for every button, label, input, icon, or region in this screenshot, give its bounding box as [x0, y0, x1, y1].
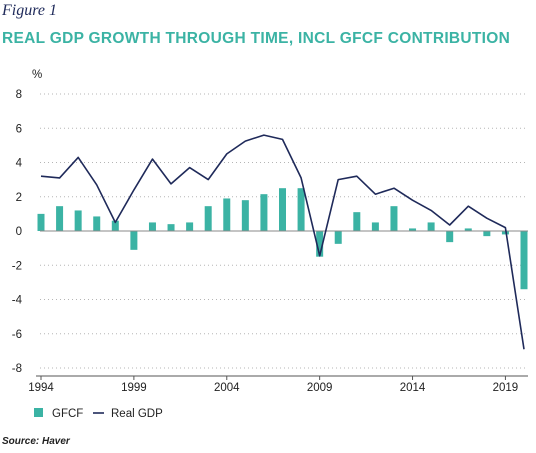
y-axis-unit: % [32, 69, 42, 81]
gfcf-bar [353, 212, 361, 231]
gfcf-bar [241, 200, 249, 231]
x-tick-label: 2014 [400, 382, 426, 394]
x-tick-label: 2009 [307, 382, 333, 394]
legend: GFCF Real GDP [34, 408, 163, 420]
figure-label: Figure 1 [2, 2, 57, 19]
y-tick-label: -6 [12, 329, 22, 341]
x-tick-label: 2004 [214, 382, 240, 394]
y-tick-label: 8 [16, 89, 22, 101]
gfcf-bar [223, 198, 231, 231]
gfcf-bar [316, 231, 324, 257]
gfcf-bar [74, 210, 82, 231]
legend-gfcf-swatch [34, 408, 43, 417]
gfcf-bar [111, 220, 119, 231]
real-gdp-line [40, 134, 525, 350]
x-tick-label: 2019 [493, 382, 519, 394]
legend-gfcf-label: GFCF [52, 408, 83, 420]
gfcf-bar [148, 222, 156, 231]
gfcf-bar [204, 206, 212, 231]
gfcf-bar [371, 222, 379, 231]
chart-title: REAL GDP GROWTH THROUGH TIME, INCL GFCF … [2, 30, 511, 47]
gfcf-bar [297, 188, 305, 231]
y-tick-label: -8 [12, 363, 22, 375]
gfcf-bar [334, 231, 342, 244]
gfcf-bar [279, 188, 286, 231]
source-note: Source: Haver [2, 436, 70, 447]
y-tick-label: 6 [16, 123, 22, 135]
gfcf-bar [167, 224, 175, 231]
gfcf-bar [37, 213, 45, 231]
gfcf-bar [93, 216, 101, 231]
gfcf-bar [483, 231, 491, 237]
gfcf-bar [409, 228, 417, 231]
gfcf-bars [37, 188, 528, 290]
gfcf-bar [130, 231, 138, 250]
gfcf-bar [56, 206, 64, 231]
gfcf-bar [464, 228, 472, 231]
x-tick-label: 1999 [121, 382, 147, 394]
y-tick-label: 2 [16, 192, 22, 204]
real-gdp-line-group [40, 134, 525, 350]
gfcf-bar [260, 194, 268, 231]
gfcf-bar [446, 231, 454, 243]
gfcf-bar [390, 206, 398, 231]
y-tick-label: -4 [12, 295, 23, 307]
gfcf-bar [520, 231, 528, 290]
y-tick-label: -2 [12, 260, 22, 272]
y-tick-label: 0 [16, 226, 22, 238]
y-tick-label: 4 [16, 158, 23, 170]
x-axis: 1994 1999 2004 2009 2014 2019 [28, 375, 528, 394]
gfcf-bar [427, 222, 435, 231]
legend-real-gdp-label: Real GDP [111, 408, 163, 420]
x-tick-label: 1994 [28, 382, 54, 394]
y-axis: % 8 6 4 2 0 -2 -4 -6 -8 [12, 69, 42, 375]
gfcf-bar [186, 222, 194, 231]
